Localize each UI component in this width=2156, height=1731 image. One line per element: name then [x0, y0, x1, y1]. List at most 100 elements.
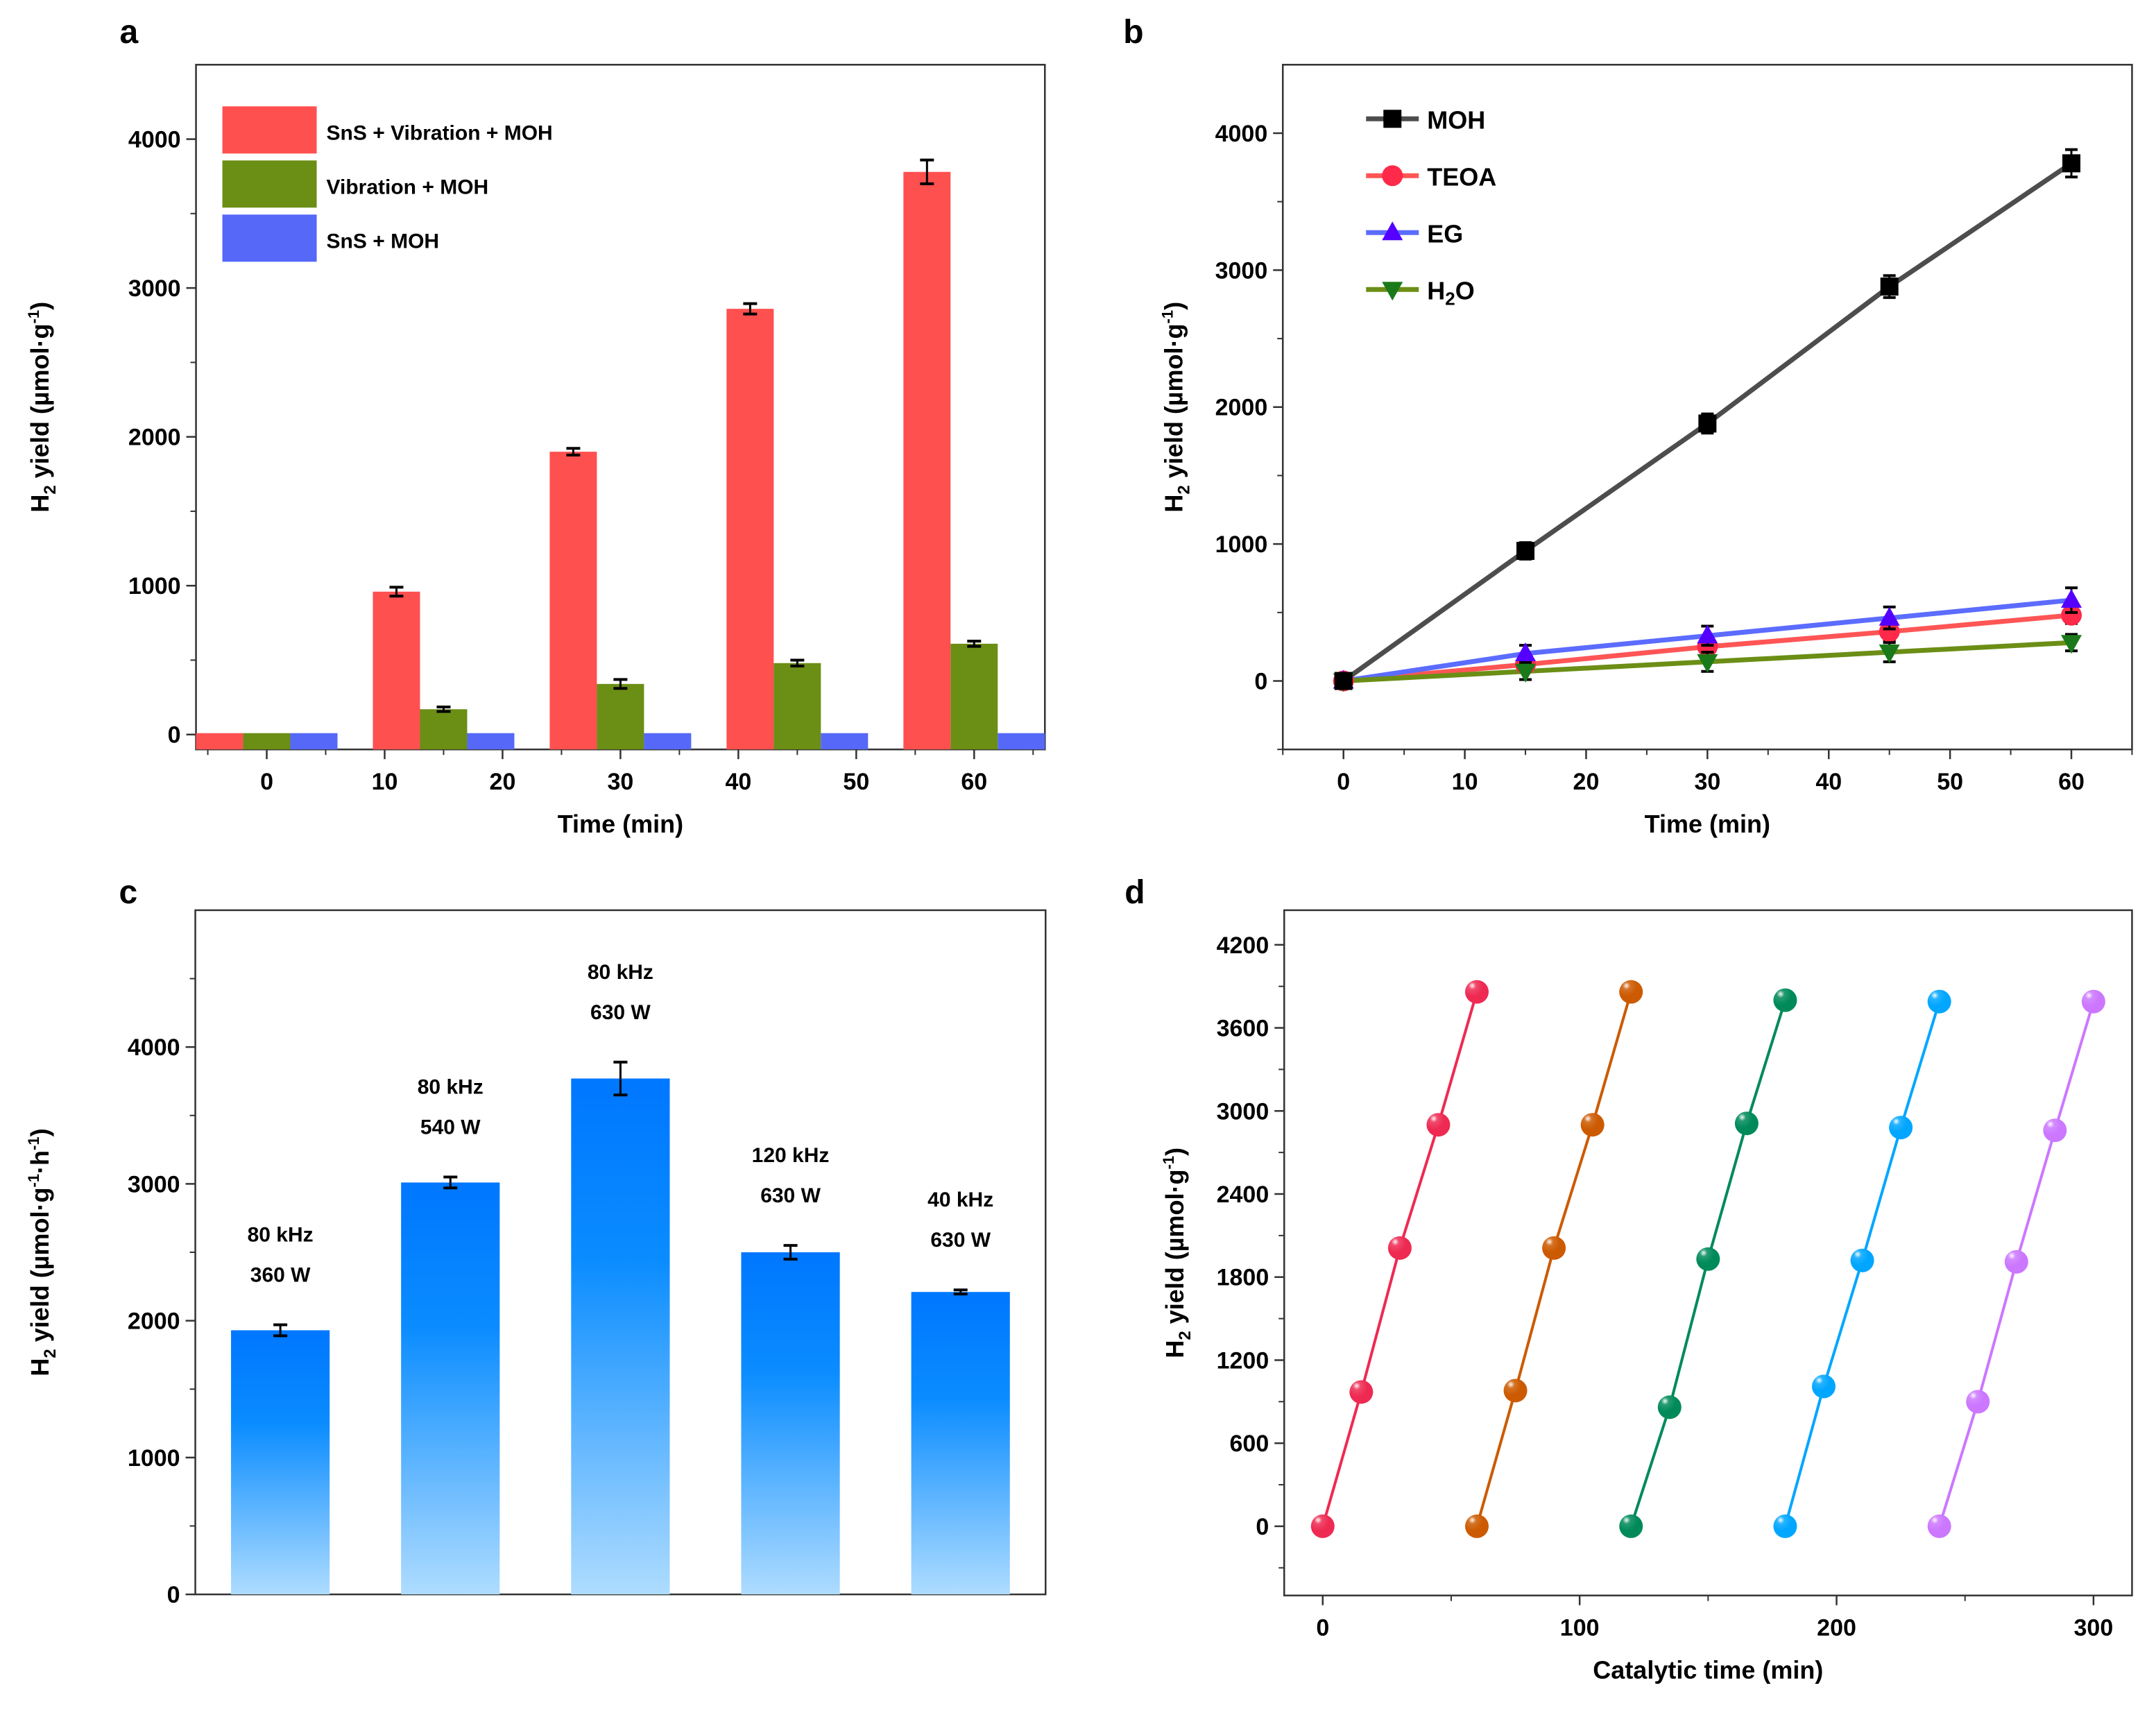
x-tick-label: 300	[2074, 1615, 2114, 1642]
y-title-subscript: 2	[1176, 1331, 1195, 1340]
y-title-superscript: -1	[25, 1174, 42, 1188]
bar-annotation-freq: 80 kHz	[248, 1224, 314, 1247]
bar-annotation-power: 540 W	[420, 1116, 481, 1139]
legend-swatch	[222, 106, 317, 154]
panel-d: d 0 600 1200 1800 2400 3000 3600 4200 0 100 200 300 C…	[1124, 874, 2133, 1685]
x-tick-label: 100	[1560, 1615, 1600, 1642]
marker-square	[1334, 672, 1353, 690]
bar	[741, 1252, 840, 1595]
cycle-marker-highlight	[1734, 1111, 1753, 1129]
legend-label-part: H	[1427, 276, 1445, 305]
marker-triangle-down	[1697, 654, 1718, 673]
cycle-marker-highlight	[1889, 1115, 1908, 1134]
x-tick-label: 30	[607, 769, 633, 795]
bar	[911, 1292, 1010, 1595]
marker-square	[1880, 278, 1899, 296]
y-title-part: ·h	[26, 1150, 54, 1174]
bar-1	[773, 663, 821, 750]
panel-label-d: d	[1124, 874, 1145, 911]
x-axis-title: Time (min)	[558, 810, 683, 838]
bar-2	[644, 733, 692, 750]
bar-2	[290, 733, 338, 750]
panel-c: c 80 kHz 360 W 80 kHz 540 W 80 kHz 630 W 120 kH…	[25, 874, 1047, 1608]
cycle-marker-highlight	[1966, 1389, 1985, 1408]
x-tick-label: 30	[1694, 769, 1720, 795]
bar-annotation-freq: 80 kHz	[588, 961, 653, 984]
y-tick-label: 4000	[1215, 121, 1268, 147]
bar-annotation-freq: 120 kHz	[752, 1144, 830, 1167]
y-tick-label: 1000	[128, 573, 181, 599]
y-title-part: H	[26, 495, 54, 513]
legend-marker-triangle-up	[1382, 221, 1403, 241]
cycle-marker-highlight	[1696, 1246, 1715, 1265]
legend-swatch	[222, 214, 317, 262]
cycle-marker-highlight	[1927, 989, 1946, 1007]
legend-marker-triangle-down	[1382, 282, 1403, 301]
x-tick-label: 20	[490, 769, 516, 795]
y-title-subscript: 2	[41, 485, 60, 494]
marker-circle	[2061, 604, 2082, 626]
legend-label: Vibration + MOH	[327, 176, 489, 198]
cycle-marker-highlight	[1619, 1513, 1638, 1532]
x-tick-label: 50	[1937, 769, 1963, 795]
marker-circle	[1879, 621, 1900, 642]
legend-label-part: O	[1455, 276, 1475, 305]
y-tick-label: 4000	[128, 1034, 180, 1061]
y-title-part: yield (µmol·g	[1161, 1170, 1189, 1331]
marker-triangle-up	[1515, 642, 1537, 662]
cycle-marker-highlight	[1773, 1513, 1792, 1532]
y-tick-label: 4200	[1217, 932, 1269, 959]
legend-label-subscript: 2	[1445, 288, 1455, 309]
y-tick-label: 2000	[1215, 395, 1268, 421]
marker-square	[1516, 541, 1535, 560]
bar-0	[726, 309, 774, 750]
marker-triangle-down	[2061, 635, 2082, 654]
cycle-marker-highlight	[1580, 1112, 1599, 1131]
cycle-marker-highlight	[1812, 1374, 1831, 1392]
bar-1	[420, 709, 468, 750]
x-tick-label: 10	[372, 769, 398, 795]
panel-a: a 0 1000 2000 3000 4000 0 10 20 30 40 50 60 Time (min…	[25, 14, 1046, 838]
x-tick-label: 0	[1337, 769, 1350, 795]
y-title-subscript: 2	[1174, 485, 1193, 494]
bar-0	[196, 733, 243, 750]
y-tick-label: 1800	[1217, 1265, 1269, 1291]
marker-triangle-down	[1879, 645, 1900, 664]
cycle-marker-highlight	[1387, 1235, 1406, 1254]
y-tick-label: 2000	[128, 1308, 180, 1335]
x-tick-label: 40	[725, 769, 751, 795]
marker-triangle-up	[1697, 624, 1718, 644]
legend-label: SnS + Vibration + MOH	[327, 121, 553, 144]
y-axis-title: H2 yield (µmol·g-1)	[1160, 1148, 1195, 1358]
y-title-part: H	[26, 1358, 54, 1376]
cycle-marker-highlight	[1503, 1378, 1522, 1397]
y-title-part: )	[1161, 1148, 1189, 1156]
cycle-marker-highlight	[1349, 1379, 1368, 1398]
y-tick-label: 1000	[128, 1445, 180, 1472]
legend-marker-square	[1383, 110, 1402, 128]
cycle-marker-highlight	[1619, 979, 1638, 998]
bar-annotation-freq: 80 kHz	[418, 1076, 484, 1099]
bar-0	[903, 171, 951, 750]
y-title-part: H	[1159, 495, 1188, 513]
x-tick-label: 20	[1573, 769, 1600, 795]
y-tick-label: 1000	[1215, 531, 1268, 558]
y-title-part: yield (µmol·g	[26, 323, 54, 485]
y-tick-label: 3000	[128, 1171, 180, 1197]
panel-label-a: a	[120, 14, 139, 51]
legend-label: TEOA	[1427, 162, 1496, 191]
legend-marker-circle	[1382, 165, 1403, 187]
y-tick-label: 0	[167, 1582, 180, 1608]
cycle-marker-highlight	[1542, 1235, 1561, 1254]
cycle-marker-highlight	[1657, 1395, 1676, 1413]
y-tick-label: 2000	[128, 425, 181, 451]
y-tick-label: 0	[168, 722, 181, 749]
y-title-part: yield (µmol·g	[26, 1188, 54, 1349]
y-title-superscript: -1	[25, 310, 42, 324]
bar-1	[597, 683, 644, 750]
bar-0	[373, 591, 420, 750]
y-tick-label: 3000	[128, 275, 181, 302]
x-axis-title: Time (min)	[1645, 810, 1770, 838]
cycle-marker-highlight	[1465, 979, 1484, 998]
